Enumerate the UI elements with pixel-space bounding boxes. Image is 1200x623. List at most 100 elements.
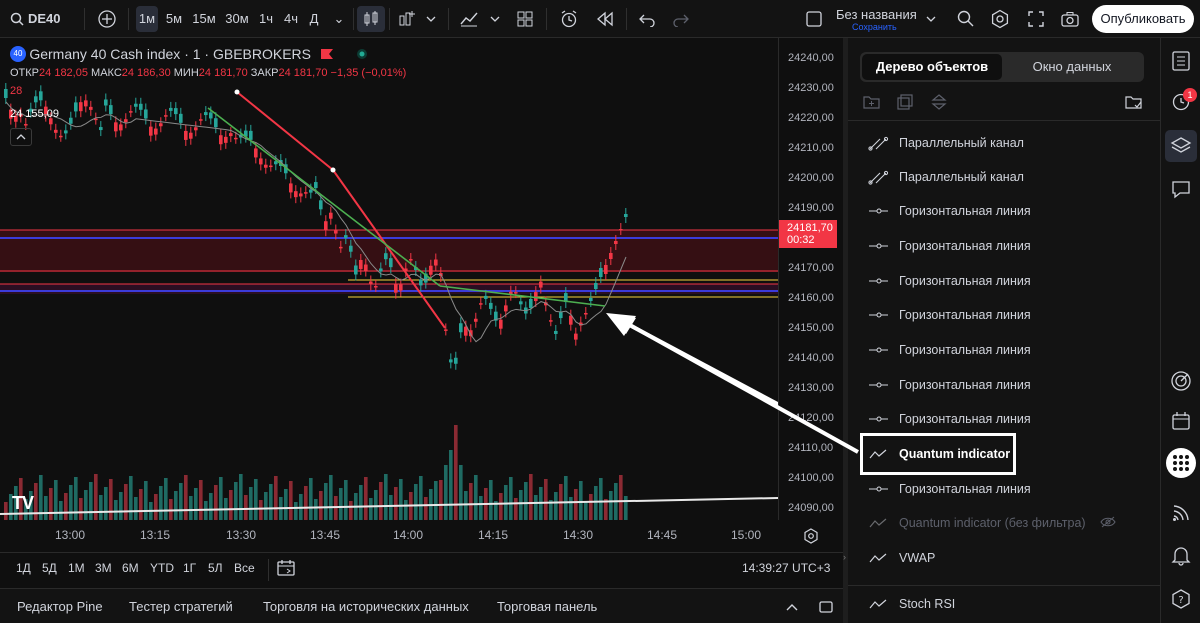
calendar-icon[interactable] (1170, 410, 1192, 432)
volume-bar (309, 478, 313, 520)
clone-icon[interactable] (896, 93, 914, 111)
range-1[interactable]: 5Д (42, 561, 57, 575)
undo-button[interactable] (634, 6, 660, 32)
volume-bar (239, 474, 243, 520)
layout-name[interactable]: Без названия Сохранить (836, 7, 917, 32)
object-label: Quantum indicator (без фильтра) (899, 516, 1086, 530)
candle-body (149, 126, 153, 136)
watchlist-icon[interactable] (1170, 50, 1192, 72)
object-row[interactable]: Горизонтальная линия (868, 368, 1148, 402)
range-7[interactable]: 5Л (208, 561, 223, 575)
object-row[interactable]: Горизонтальная линия (868, 194, 1148, 228)
range-6[interactable]: 1Г (183, 561, 197, 575)
hline-icon (868, 411, 890, 427)
interval-3[interactable]: 30м (225, 11, 249, 26)
bottom-tab-0[interactable]: Редактор Pine (17, 599, 103, 614)
price-tick: 24170,00 (788, 262, 834, 274)
indicators-dropdown[interactable] (485, 6, 505, 32)
hidden-eye-icon[interactable] (1099, 516, 1116, 531)
chat-icon[interactable] (1170, 178, 1192, 200)
interval-6[interactable]: Д (309, 11, 319, 26)
object-row[interactable]: Stoch RSI (868, 587, 1148, 621)
bottom-tab-3[interactable]: Торговая панель (497, 599, 598, 614)
publish-button[interactable]: Опубликовать (1092, 5, 1194, 33)
top-toolbar: DE40 1м 5м 15м 30м 1ч 4ч Д ⌄ Без названия (0, 0, 1200, 38)
object-row[interactable]: VWAP (868, 541, 1148, 575)
stream-icon[interactable] (1170, 502, 1192, 524)
redo-button[interactable] (668, 6, 694, 32)
object-row[interactable]: Параллельный канал (868, 126, 1148, 160)
calendar-goto-icon[interactable] (276, 558, 296, 578)
volume-bar (339, 488, 343, 520)
object-tree-toggle[interactable] (1165, 130, 1197, 162)
add-symbol-button[interactable] (94, 6, 120, 32)
tab-object-tree[interactable]: Дерево объектов (862, 54, 1002, 80)
object-row[interactable]: Quantum indicator (без фильтра) (868, 506, 1148, 540)
market-status-icon[interactable] (356, 48, 368, 60)
layout-dropdown[interactable] (922, 6, 940, 32)
object-row[interactable]: Горизонтальная линия (868, 333, 1148, 367)
interval-2[interactable]: 15м (192, 11, 216, 26)
layout-checkbox[interactable] (803, 6, 825, 32)
object-row[interactable]: Горизонтальная линия (868, 298, 1148, 332)
candles-chart-button[interactable] (357, 6, 385, 32)
object-row[interactable]: Горизонтальная линия (868, 402, 1148, 436)
clock-timezone[interactable]: 14:39:27 UTC+3 (742, 561, 831, 575)
folder-settings-icon[interactable] (1124, 93, 1144, 111)
collapse-legend-button[interactable] (10, 128, 32, 146)
maximize-icon[interactable] (818, 599, 834, 615)
right-sidebar: 1 ? (1160, 38, 1200, 623)
range-5[interactable]: YTD (150, 561, 174, 575)
quick-search-button[interactable] (953, 6, 979, 32)
tab-data-window[interactable]: Окно данных (1032, 59, 1112, 74)
candle-body (44, 106, 48, 116)
snapshot-button[interactable] (1057, 6, 1083, 32)
chart-canvas[interactable] (0, 38, 778, 520)
price-axis[interactable]: 24240,00 24230,00 24220,00 24210,00 24200,00… (778, 38, 843, 520)
help-icon[interactable]: ? (1170, 588, 1192, 610)
chart-area[interactable]: 40 Germany 40 Cash index · 1 · GBEBROKER… (0, 38, 778, 520)
range-3[interactable]: 3М (95, 561, 112, 575)
candle-body (39, 91, 43, 101)
hline-icon (868, 307, 890, 323)
layouts-button[interactable] (512, 6, 538, 32)
chart-type-dropdown[interactable] (421, 6, 441, 32)
object-row[interactable]: Параллельный канал (868, 160, 1148, 194)
alert-button[interactable] (555, 6, 583, 32)
interval-5[interactable]: 4ч (283, 11, 298, 26)
object-row[interactable]: Quantum indicator (860, 433, 1016, 475)
bell-icon[interactable] (1170, 544, 1192, 566)
chevron-up-icon[interactable] (784, 599, 800, 615)
object-row[interactable]: Горизонтальная линия (868, 229, 1148, 263)
indicators-button[interactable] (455, 6, 483, 32)
order-icon[interactable] (930, 93, 948, 111)
indicator-value: 24 155,09 (10, 108, 59, 120)
fullscreen-button[interactable] (1023, 6, 1049, 32)
new-group-icon[interactable] (862, 93, 882, 111)
target-icon[interactable] (1170, 370, 1192, 392)
settings-button[interactable] (987, 6, 1013, 32)
alerts-icon[interactable] (1170, 90, 1192, 112)
object-row[interactable]: Горизонтальная линия (868, 472, 1148, 506)
interval-1[interactable]: 5м (165, 11, 183, 26)
range-0[interactable]: 1Д (16, 561, 31, 575)
symbol-title[interactable]: Germany 40 Cash index · 1 · GBEBROKERS (29, 46, 312, 62)
bottom-tab-1[interactable]: Тестер стратегий (129, 599, 233, 614)
time-axis[interactable]: 13:00 13:15 13:30 13:45 14:00 14:15 14:30 14:45… (0, 520, 843, 552)
replay-button[interactable] (591, 6, 619, 32)
compare-button[interactable] (393, 6, 419, 32)
object-row[interactable]: Горизонтальная линия (868, 264, 1148, 298)
interval-dropdown[interactable]: ⌄ (333, 11, 345, 26)
products-button[interactable] (1166, 448, 1196, 478)
range-4[interactable]: 6М (122, 561, 139, 575)
flag-icon[interactable] (320, 48, 334, 60)
zone-band (0, 284, 778, 294)
symbol-search[interactable]: DE40 (6, 6, 72, 32)
range-8[interactable]: Все (234, 561, 255, 575)
bottom-tab-2[interactable]: Торговля на исторических данных (263, 599, 469, 614)
candle-body (199, 119, 203, 121)
chart-settings-icon[interactable] (803, 528, 819, 544)
interval-0[interactable]: 1м (136, 6, 158, 32)
interval-4[interactable]: 1ч (258, 11, 273, 26)
range-2[interactable]: 1М (68, 561, 85, 575)
